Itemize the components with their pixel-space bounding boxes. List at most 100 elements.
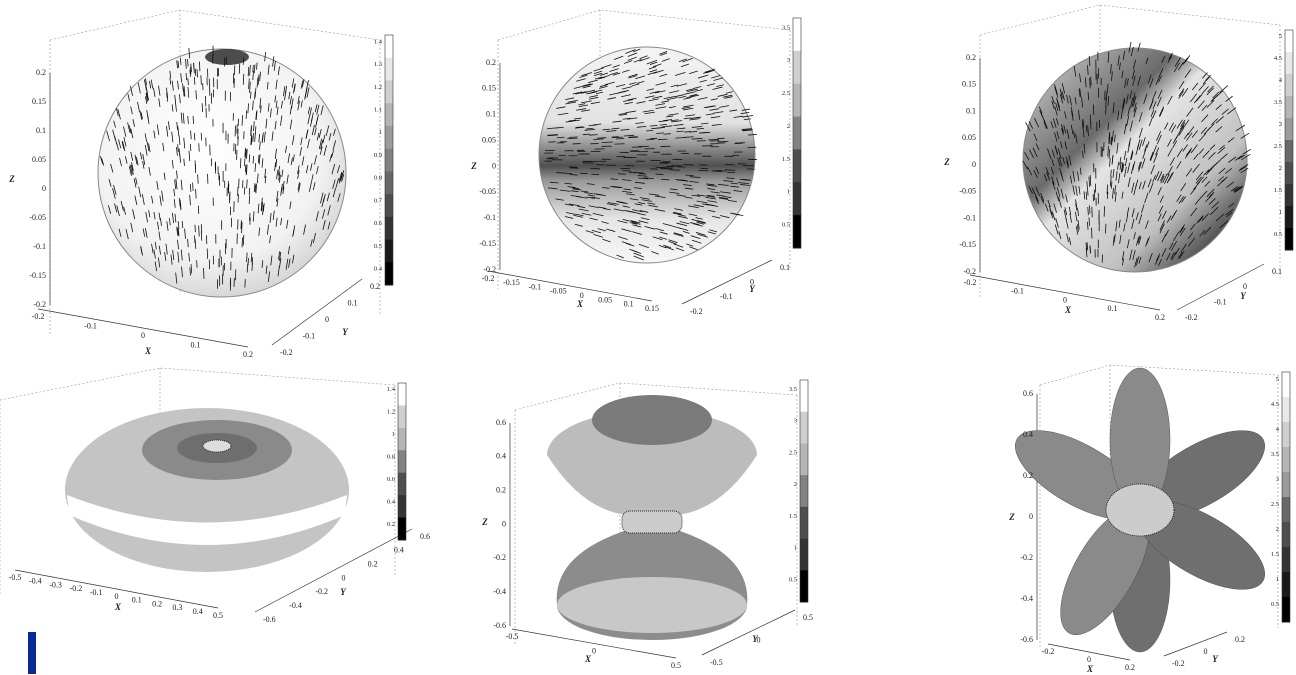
arrow [194, 239, 197, 249]
arrow [134, 195, 138, 206]
y-tick-label: -0.2 [280, 348, 293, 357]
arrow [1167, 139, 1172, 147]
y-tick-label: -0.2 [315, 587, 328, 596]
arrow [1122, 97, 1125, 109]
arrow [242, 234, 245, 246]
arrow [297, 95, 300, 104]
arrow [300, 80, 304, 89]
arrow [628, 73, 638, 78]
arrow [1051, 211, 1056, 221]
arrow [254, 184, 257, 192]
arrow [281, 169, 284, 178]
z-tick-label: 0.2 [1023, 471, 1033, 480]
x-tick-label: 0 [115, 592, 119, 601]
arrow [1158, 258, 1162, 266]
arrow [286, 174, 289, 184]
arrow [1146, 236, 1150, 245]
arrow [1057, 157, 1061, 167]
y-axis-label: Y [1240, 291, 1247, 301]
arrow [326, 192, 330, 202]
arrow [1117, 162, 1120, 170]
arrow [1182, 57, 1188, 65]
arrow [602, 238, 611, 243]
arrow [672, 225, 682, 229]
arrow [271, 131, 274, 141]
arrow [142, 160, 145, 169]
colorbar-tick-label: 2.5 [1271, 501, 1279, 508]
arrow [1164, 173, 1170, 184]
arrow [567, 186, 576, 188]
arrow [710, 191, 720, 194]
arrow [1114, 192, 1117, 202]
arrow [1085, 191, 1088, 200]
colorbar-band [793, 149, 801, 183]
arrow [315, 117, 319, 128]
arrow [108, 205, 112, 214]
colorbar-tick-label: 2 [1279, 165, 1282, 172]
arrow [331, 150, 334, 158]
arrow [655, 106, 667, 109]
arrow [154, 261, 158, 272]
x-tick-label: 0.05 [598, 295, 612, 304]
arrow [282, 86, 286, 97]
arrow [585, 127, 594, 130]
arrow [584, 192, 594, 195]
arrow [1169, 157, 1176, 166]
arrow [578, 103, 586, 106]
arrow [663, 244, 672, 249]
arrow [622, 219, 630, 222]
arrow [699, 79, 707, 83]
y-tick-label: -0.4 [289, 601, 302, 610]
arrow [725, 169, 736, 171]
arrow [156, 124, 160, 135]
z-tick-label: 0.15 [482, 84, 496, 93]
arrow [307, 114, 311, 125]
arrow [697, 220, 706, 224]
arrow [1137, 235, 1141, 244]
y-tick-label: 0.2 [1235, 635, 1245, 644]
arrow [1157, 89, 1163, 99]
arrow [668, 106, 677, 109]
arrow [1195, 171, 1204, 181]
arrow [1149, 78, 1154, 88]
arrow [616, 200, 626, 204]
arrow [669, 169, 680, 171]
arrow [1081, 120, 1084, 130]
arrow [192, 115, 195, 125]
arrow [244, 147, 246, 158]
arrow [323, 145, 327, 156]
arrow [578, 208, 589, 212]
arrow [1203, 226, 1212, 235]
arrow [1115, 221, 1118, 232]
arrow [649, 124, 658, 127]
arrow [618, 173, 627, 175]
colorbar-tick-label: 1 [794, 545, 797, 552]
arrow [130, 222, 134, 233]
arrow [726, 177, 735, 179]
arrow [1111, 71, 1113, 81]
arrow [262, 203, 265, 212]
arrow [612, 64, 620, 68]
arrow [250, 252, 253, 263]
arrow [578, 104, 589, 108]
arrow [716, 84, 724, 88]
arrow [1110, 64, 1112, 74]
y-axis-label: Y [749, 284, 756, 294]
arrow [689, 131, 698, 133]
colorbar-band [1285, 140, 1293, 163]
arrow [1171, 251, 1177, 261]
arrow [594, 76, 603, 80]
arrow [713, 111, 724, 114]
arrow [1178, 90, 1184, 99]
colorbar-band [1282, 372, 1290, 398]
arrow [177, 251, 180, 263]
arrow [1119, 157, 1122, 166]
arrow [1160, 173, 1165, 182]
x-tick-label: 0.2 [243, 350, 253, 359]
arrow [649, 69, 658, 73]
arrow [1170, 124, 1177, 133]
x-tick-label: 0.1 [624, 300, 634, 309]
arrow [1126, 116, 1130, 127]
arrow [267, 224, 269, 235]
arrow [122, 140, 126, 152]
